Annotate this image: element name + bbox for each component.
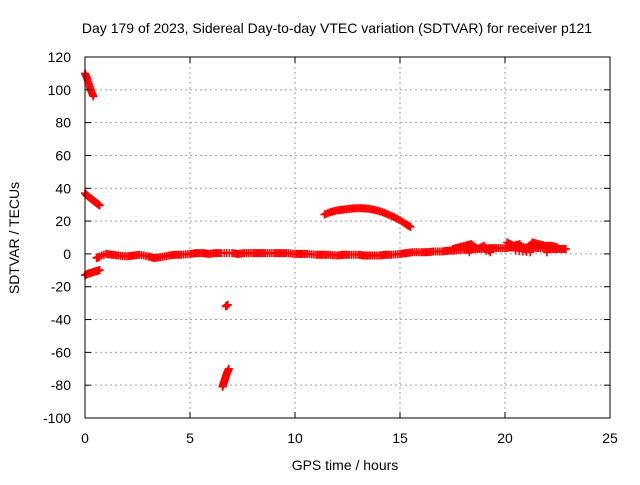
series bbox=[218, 364, 233, 391]
data-point bbox=[89, 92, 98, 101]
y-tick-label: 60 bbox=[55, 147, 71, 163]
plot-frame bbox=[84, 56, 611, 419]
data-point bbox=[553, 243, 562, 252]
data-point bbox=[486, 248, 495, 257]
x-axis-label: GPS time / hours bbox=[292, 457, 399, 473]
y-tick-label: 100 bbox=[48, 82, 72, 98]
series bbox=[81, 69, 98, 101]
data-point bbox=[465, 248, 474, 257]
series bbox=[81, 265, 104, 280]
series bbox=[81, 189, 104, 210]
data-point bbox=[406, 222, 415, 231]
series bbox=[92, 253, 103, 263]
y-tick-label: 0 bbox=[63, 246, 71, 262]
data-point bbox=[94, 253, 103, 262]
series bbox=[320, 204, 415, 231]
data-point bbox=[95, 201, 104, 210]
chart-title: Day 179 of 2023, Sidereal Day-to-day VTE… bbox=[82, 20, 592, 36]
y-axis-label: SDTVAR / TECUs bbox=[6, 182, 22, 294]
x-tick-label: 5 bbox=[186, 430, 194, 446]
series bbox=[448, 238, 562, 257]
data-point bbox=[223, 300, 232, 309]
y-tick-label: -20 bbox=[51, 279, 71, 295]
y-tick-label: 80 bbox=[55, 115, 71, 131]
data-points bbox=[81, 69, 570, 391]
y-tick-label: 40 bbox=[55, 180, 71, 196]
y-tick-label: -100 bbox=[43, 410, 71, 426]
y-tick-label: -60 bbox=[51, 344, 71, 360]
x-tick-label: 0 bbox=[81, 430, 89, 446]
y-tick-label: 20 bbox=[55, 213, 71, 229]
x-tick-label: 20 bbox=[497, 430, 513, 446]
data-point bbox=[95, 265, 104, 274]
y-tick-label: -80 bbox=[51, 377, 71, 393]
data-point bbox=[543, 248, 551, 257]
series bbox=[221, 300, 232, 311]
data-point bbox=[526, 248, 535, 257]
data-point bbox=[482, 246, 491, 255]
y-tick-label: 120 bbox=[48, 49, 72, 65]
y-tick-label: -40 bbox=[51, 312, 71, 328]
data-point bbox=[561, 244, 570, 253]
data-point bbox=[224, 364, 233, 373]
x-tick-label: 10 bbox=[287, 430, 303, 446]
grid bbox=[85, 57, 610, 418]
x-tick-label: 15 bbox=[392, 430, 408, 446]
series bbox=[93, 243, 570, 263]
x-tick-label: 25 bbox=[602, 430, 618, 446]
axis-ticks: -100 -80 -60 -40 -20 0 20 40 60 80 100 120 0 5 10 15 20 2… bbox=[43, 49, 618, 446]
